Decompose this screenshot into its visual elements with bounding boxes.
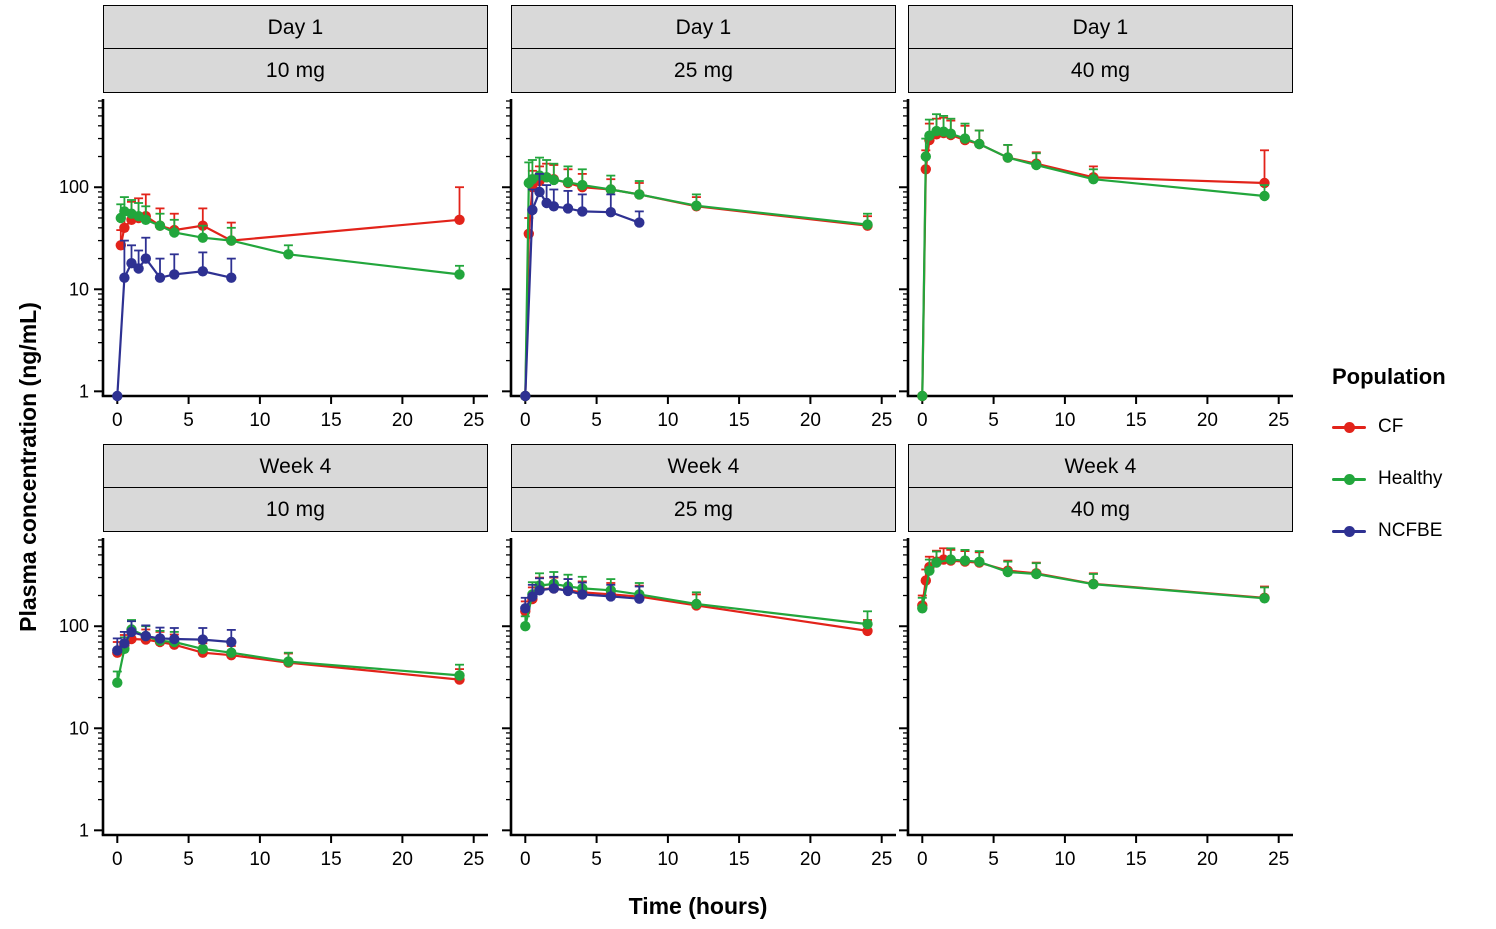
svg-text:10: 10: [69, 280, 89, 300]
plot-week4-25mg: 0 5 10 15 20 25: [502, 538, 896, 870]
svg-text:25: 25: [463, 410, 484, 431]
legend-entry-cf: CF: [1332, 416, 1492, 438]
plot-day1-25mg: 0 5 10 15 20 25: [502, 99, 896, 431]
svg-text:15: 15: [321, 849, 342, 870]
facet-dose-label: 10 mg: [103, 487, 488, 533]
legend-title: Population: [1332, 364, 1446, 389]
legend-entry-healthy: Healthy: [1332, 468, 1492, 490]
svg-text:25: 25: [1268, 410, 1289, 431]
svg-text:25: 25: [871, 849, 892, 870]
facet-row-label: Day 1: [103, 5, 488, 50]
svg-text:0: 0: [520, 849, 531, 870]
panel-day1-25mg: Day 1 25 mg 0 5 10 15 20 25: [502, 5, 896, 431]
svg-text:20: 20: [800, 849, 821, 870]
plot-week4-10mg: 1 10 100 0 5 10 15 20 25: [59, 538, 488, 870]
plot-day1-10mg: 1 10 100 0 5 10 15 20 25: [59, 99, 488, 431]
healthy-marker-icon: [1332, 472, 1366, 486]
svg-text:100: 100: [59, 178, 89, 198]
plot-day1-40mg: 0 5 10 15 20 25: [899, 99, 1293, 431]
facet-row-label: Week 4: [103, 444, 488, 489]
svg-text:20: 20: [1197, 849, 1218, 870]
svg-text:0: 0: [112, 849, 123, 870]
y-axis-title: Plasma concentration (ng/mL): [15, 302, 41, 632]
facet-dose-label: 40 mg: [908, 48, 1293, 94]
facet-dose-label: 25 mg: [511, 48, 896, 94]
svg-text:1: 1: [79, 382, 89, 402]
svg-text:10: 10: [249, 410, 270, 431]
svg-text:10: 10: [69, 719, 89, 739]
panel-week4-25mg: Week 4 25 mg 0 5 10 15 20 25: [502, 444, 896, 870]
legend-label-cf: CF: [1378, 416, 1404, 437]
svg-text:15: 15: [729, 849, 750, 870]
facet-row-label: Day 1: [511, 5, 896, 50]
svg-text:20: 20: [800, 410, 821, 431]
svg-text:0: 0: [917, 849, 928, 870]
facet-row-label: Week 4: [908, 444, 1293, 489]
facet-dose-label: 10 mg: [103, 48, 488, 94]
svg-text:20: 20: [392, 849, 413, 870]
legend-label-ncfbe: NCFBE: [1378, 520, 1443, 541]
svg-text:10: 10: [1054, 849, 1075, 870]
svg-text:5: 5: [591, 410, 602, 431]
svg-text:20: 20: [392, 410, 413, 431]
panel-day1-40mg: Day 1 40 mg 0 5 10 15 20 25: [899, 5, 1293, 431]
plot-week4-40mg: 0 5 10 15 20 25: [899, 538, 1293, 870]
svg-text:10: 10: [1054, 410, 1075, 431]
svg-text:15: 15: [321, 410, 342, 431]
svg-text:25: 25: [1268, 849, 1289, 870]
panel-week4-10mg: Week 4 10 mg 1 10 100 0 5 10 15 20 25: [59, 444, 488, 870]
facet-row-label: Week 4: [511, 444, 896, 489]
svg-text:0: 0: [520, 410, 531, 431]
svg-text:25: 25: [463, 849, 484, 870]
svg-text:5: 5: [183, 410, 194, 431]
svg-text:10: 10: [249, 849, 270, 870]
legend: Population CF Healthy NCFBE: [1332, 364, 1492, 572]
panel-day1-10mg: Day 1 10 mg 1 10 100 0 5 10 15 20 25: [59, 5, 488, 431]
ncfbe-marker-icon: [1332, 524, 1366, 538]
cf-marker-icon: [1332, 420, 1366, 434]
svg-text:1: 1: [79, 821, 89, 841]
svg-text:5: 5: [591, 849, 602, 870]
svg-text:10: 10: [657, 849, 678, 870]
legend-entry-ncfbe: NCFBE: [1332, 520, 1492, 542]
svg-text:15: 15: [729, 410, 750, 431]
panel-week4-40mg: Week 4 40 mg 0 5 10 15 20 25: [899, 444, 1293, 870]
svg-text:100: 100: [59, 617, 89, 637]
svg-text:5: 5: [988, 410, 999, 431]
svg-text:0: 0: [112, 410, 123, 431]
facet-dose-label: 25 mg: [511, 487, 896, 533]
svg-text:15: 15: [1126, 849, 1147, 870]
facet-dose-label: 40 mg: [908, 487, 1293, 533]
svg-text:15: 15: [1126, 410, 1147, 431]
facet-row-label: Day 1: [908, 5, 1293, 50]
svg-text:25: 25: [871, 410, 892, 431]
svg-text:5: 5: [988, 849, 999, 870]
svg-text:20: 20: [1197, 410, 1218, 431]
x-axis-title: Time (hours): [628, 893, 768, 919]
legend-label-healthy: Healthy: [1378, 468, 1443, 489]
svg-text:5: 5: [183, 849, 194, 870]
svg-text:10: 10: [657, 410, 678, 431]
svg-text:0: 0: [917, 410, 928, 431]
